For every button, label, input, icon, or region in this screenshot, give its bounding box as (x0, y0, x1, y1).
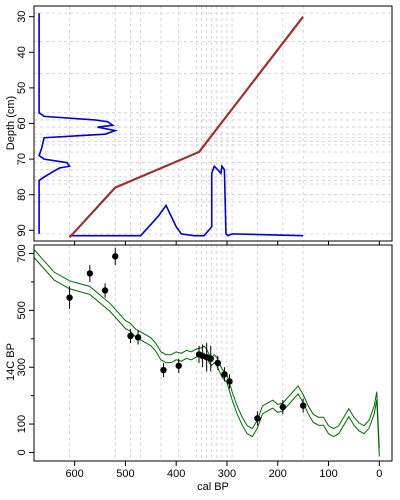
date-point (134, 334, 142, 341)
cal-bp-tick-label: 400 (167, 468, 185, 480)
c14-tick-label: 0 (16, 449, 28, 455)
date-point (207, 355, 214, 362)
depth-axis-title: Depth (cm) (5, 96, 17, 150)
date-point (175, 362, 182, 369)
depth-tick-label: 60 (16, 117, 28, 129)
calibration-panel: 0 100 300 500 700 600 500 400 300 200 100 0 14C BP… (5, 244, 393, 493)
cal-bp-tick-label: 200 (269, 468, 287, 480)
date-point (127, 332, 134, 340)
date-point (254, 415, 261, 422)
c14-tick-label: 500 (16, 301, 28, 319)
age-depth-model-line (68, 16, 305, 239)
age-probability-line (69, 164, 304, 237)
date-point (86, 270, 94, 277)
age-depth-panel: 30 40 50 60 70 80 90 Depth (cm) (5, 5, 393, 245)
bottom-panel-frame (33, 244, 393, 462)
depth-tick-label: 70 (16, 153, 28, 165)
top-series (38, 13, 305, 239)
c14-tick-label: 100 (16, 415, 28, 433)
bottom-y-ticks: 0 100 300 500 700 (16, 244, 34, 456)
cal-bp-tick-label: 100 (319, 468, 337, 480)
top-y-ticks: 30 40 50 60 70 80 90 (16, 11, 34, 236)
c14-tick-label: 300 (16, 358, 28, 376)
date-point (160, 366, 167, 374)
date-point (214, 359, 222, 367)
depth-tick-label: 30 (16, 11, 28, 23)
depth-probability-line (38, 13, 119, 234)
date-point (279, 403, 287, 411)
c14-axis-title: 14C BP (5, 343, 17, 381)
date-point (66, 294, 73, 301)
cal-bp-tick-label: 500 (116, 468, 134, 480)
c14-tick-label: 700 (16, 244, 28, 262)
date-point (299, 402, 307, 409)
date-point (101, 287, 109, 294)
bottom-series (33, 247, 380, 457)
date-point (112, 253, 119, 260)
depth-tick-label: 90 (16, 224, 28, 236)
cal-bp-tick-label: 600 (65, 468, 83, 480)
cal-bp-tick-label: 300 (218, 468, 236, 480)
depth-tick-label: 80 (16, 189, 28, 201)
depth-tick-label: 50 (16, 82, 28, 94)
date-point (221, 371, 228, 378)
cal-bp-tick-label: 0 (376, 468, 382, 480)
cal-bp-axis-title: cal BP (197, 481, 229, 493)
date-point (226, 378, 233, 385)
bottom-x-ticks: 600 500 400 300 200 100 0 (65, 461, 382, 480)
top-x-ticks (74, 241, 380, 245)
depth-tick-label: 40 (16, 46, 28, 58)
